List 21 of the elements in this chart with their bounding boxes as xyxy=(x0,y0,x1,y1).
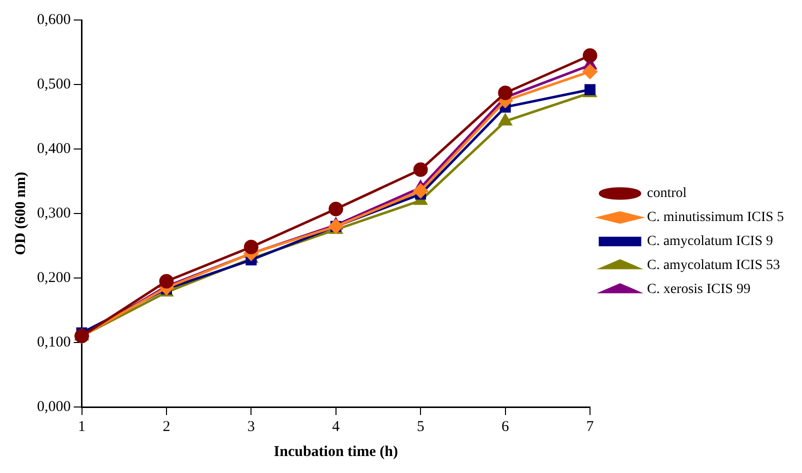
x-tick-label: 3 xyxy=(247,418,255,435)
legend-label: C. xerosis ICIS 99 xyxy=(647,282,750,298)
legend-label: control xyxy=(647,186,687,202)
x-axis-title: Incubation time (h) xyxy=(274,444,398,460)
legend-label: C. amycolatum ICIS 53 xyxy=(647,258,780,274)
y-tick-label: 0,300 xyxy=(37,205,71,222)
legend-label: C. amycolatum ICIS 9 xyxy=(647,234,773,250)
x-tick-label: 4 xyxy=(332,418,340,435)
x-tick-label: 1 xyxy=(78,418,86,435)
legend-label: C. minutissimum ICIS 5 xyxy=(647,210,784,226)
y-axis-title: OD (600 nm) xyxy=(12,172,29,256)
y-tick-label: 0,000 xyxy=(37,398,71,415)
y-tick-label: 0,500 xyxy=(37,76,71,92)
y-tick-label: 0,400 xyxy=(37,140,71,157)
y-tick-label: 0,600 xyxy=(37,12,71,28)
x-tick-label: 6 xyxy=(502,418,510,435)
x-tick-label: 7 xyxy=(586,418,594,435)
y-tick-label: 0,100 xyxy=(37,334,71,350)
x-tick-label: 5 xyxy=(416,418,424,435)
x-tick-label: 2 xyxy=(162,418,170,435)
y-tick-label: 0,200 xyxy=(37,270,71,286)
